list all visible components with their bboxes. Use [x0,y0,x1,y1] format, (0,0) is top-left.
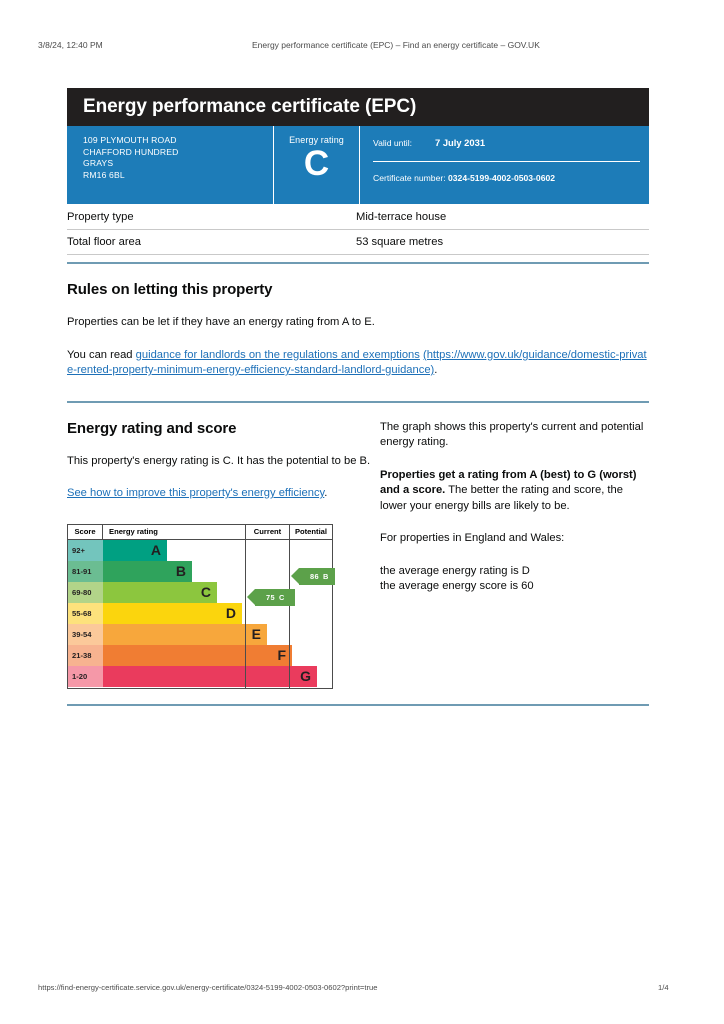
rating-bar-f: F [103,644,292,666]
average-rating-text: the average energy rating is D [380,564,530,577]
letting-rules-paragraph: Properties can be let if they have an en… [67,316,375,328]
rating-bar-a: A [103,539,167,561]
floor-area-label: Total floor area [67,236,142,248]
chart-potential-divider [289,539,290,688]
property-type-value: Mid-terrace house [356,211,447,223]
rating-bar-c: C [103,581,217,603]
chart-header-potential: Potential [289,524,332,539]
certificate-details-block: Valid until: 7 July 2031 Certificate numb… [359,126,649,204]
certificate-number-value: 0324-5199-4002-0503-0602 [448,173,556,183]
section-divider-blue-2 [67,400,649,403]
england-wales-label: For properties in England and Wales: [380,532,565,544]
rating-bar-e: E [103,623,267,645]
current-rating-badge: 75 C [247,588,295,606]
rating-explanation-bold: Properties get a rating from A (best) to… [380,468,637,497]
chart-header-energy-rating: Energy rating [109,526,158,536]
certificate-number-label: Certificate number: [373,173,446,183]
rating-explanation-paragraph: Properties get a rating from A (best) to… [380,468,649,515]
address-line-3: GRAYS [83,158,114,169]
chart-current-divider [245,539,246,688]
energy-rating-block: Energy rating C [273,126,359,204]
print-footer-page-number: 1/4 [658,983,669,992]
spacer [67,689,649,704]
score-band-b: 81-91 [68,560,103,582]
banner-divider [373,161,640,162]
document-content: Energy performance certificate (EPC) 109… [67,88,649,706]
spacer [67,379,649,401]
chart-header-score: Score [68,524,103,539]
score-band-d: 55-68 [68,602,103,624]
chart-rating-rows: 92+ A 81-91 B 69-80 C 55-68 D 39-54 E 21-38 F 1-20 G [68,539,317,688]
valid-until-row: Valid until: 7 July 2031 [373,137,649,148]
address-line-2: CHAFFORD HUNDRED [83,146,179,157]
rating-bar-g: G [103,665,317,687]
potential-rating-badge: 86 B [291,567,335,585]
rating-right-column: The graph shows this property's current … [380,403,649,689]
energy-rating-letter: C [303,144,330,183]
score-band-g: 1-20 [68,665,103,687]
chart-header-row: Score Energy rating Current Potential [68,524,332,540]
spacer [67,255,649,262]
address-postcode: RM16 6BL [83,169,125,180]
print-footer-url: https://find-energy-certificate.service.… [38,983,378,992]
guidance-paragraph: You can read guidance for landlords on t… [67,348,649,379]
guidance-suffix: . [434,364,438,376]
chart-row-e: 39-54 E [68,623,267,645]
chart-row-a: 92+ A [68,539,245,561]
rating-bar-b: B [103,560,192,582]
property-details-table: Property type Mid-terrace house Total fl… [67,205,649,255]
averages-paragraph: the average energy rating is D the avera… [380,564,649,595]
table-row: Total floor area 53 square metres [67,230,649,255]
score-band-a: 92+ [68,539,103,561]
chart-row-d: 55-68 D [68,602,245,624]
improve-efficiency-link[interactable]: See how to improve this property's energ… [67,487,325,499]
score-band-f: 21-38 [68,644,103,666]
document-title-bar: Energy performance certificate (EPC) [67,88,649,126]
rating-summary-paragraph: This property's energy rating is C. It h… [67,454,371,467]
chart-row-c: 69-80 C [68,581,245,603]
rating-section-heading: Energy rating and score [67,419,237,437]
section-divider-blue-3 [67,703,649,706]
print-page-title: Energy performance certificate (EPC) – F… [252,40,540,50]
improve-efficiency-paragraph: See how to improve this property's energ… [67,486,380,502]
print-footer: https://find-energy-certificate.service.… [0,983,724,997]
chart-body: 92+ A 81-91 B 69-80 C 55-68 D 39-54 E 21-38 F 1-20 G … [68,539,335,688]
valid-until-value: 7 July 2031 [435,137,486,148]
certificate-number-row: Certificate number: 0324-5199-4002-0503-… [373,173,649,183]
improve-suffix: . [324,487,328,499]
chart-header-current: Current [245,524,289,539]
score-band-c: 69-80 [68,581,103,603]
chart-row-b: 81-91 B [68,560,245,582]
rating-and-score-section: Energy rating and score This property's … [67,403,649,689]
average-score-text: the average energy score is 60 [380,580,534,592]
table-row: Property type Mid-terrace house [67,205,649,230]
landlord-guidance-link[interactable]: guidance for landlords on the regulation… [135,348,420,361]
property-type-label: Property type [67,211,134,223]
address-line-1: 109 PLYMOUTH ROAD [83,135,177,145]
rating-bar-d: D [103,602,242,624]
rating-explanation-rest: The better the rating and score, the low… [380,484,623,512]
rating-left-column: Energy rating and score This property's … [67,403,380,689]
section-divider-blue [67,262,649,264]
energy-rating-label: Energy rating [289,135,344,145]
graph-description-paragraph: The graph shows this property's current … [380,420,644,449]
score-band-e: 39-54 [68,623,103,645]
chart-row-g: 1-20 G [68,665,317,687]
print-header: 3/8/24, 12:40 PM Energy performance cert… [0,40,724,54]
valid-until-label: Valid until: [373,138,413,148]
energy-rating-chart: Score Energy rating Current Potential 92… [67,523,335,689]
floor-area-value: 53 square metres [356,236,444,248]
landlord-guidance-url[interactable]: (https://www.gov.uk/guidance/domestic-pr… [67,348,647,377]
chart-row-f: 21-38 F [68,644,292,666]
property-address: 109 PLYMOUTH ROAD CHAFFORD HUNDRED GRAYS… [67,126,273,204]
guidance-prefix: You can read [67,348,136,361]
certificate-summary-banner: 109 PLYMOUTH ROAD CHAFFORD HUNDRED GRAYS… [67,126,649,204]
print-date: 3/8/24, 12:40 PM [38,40,103,50]
page-title: Rules on letting this property [67,281,273,298]
